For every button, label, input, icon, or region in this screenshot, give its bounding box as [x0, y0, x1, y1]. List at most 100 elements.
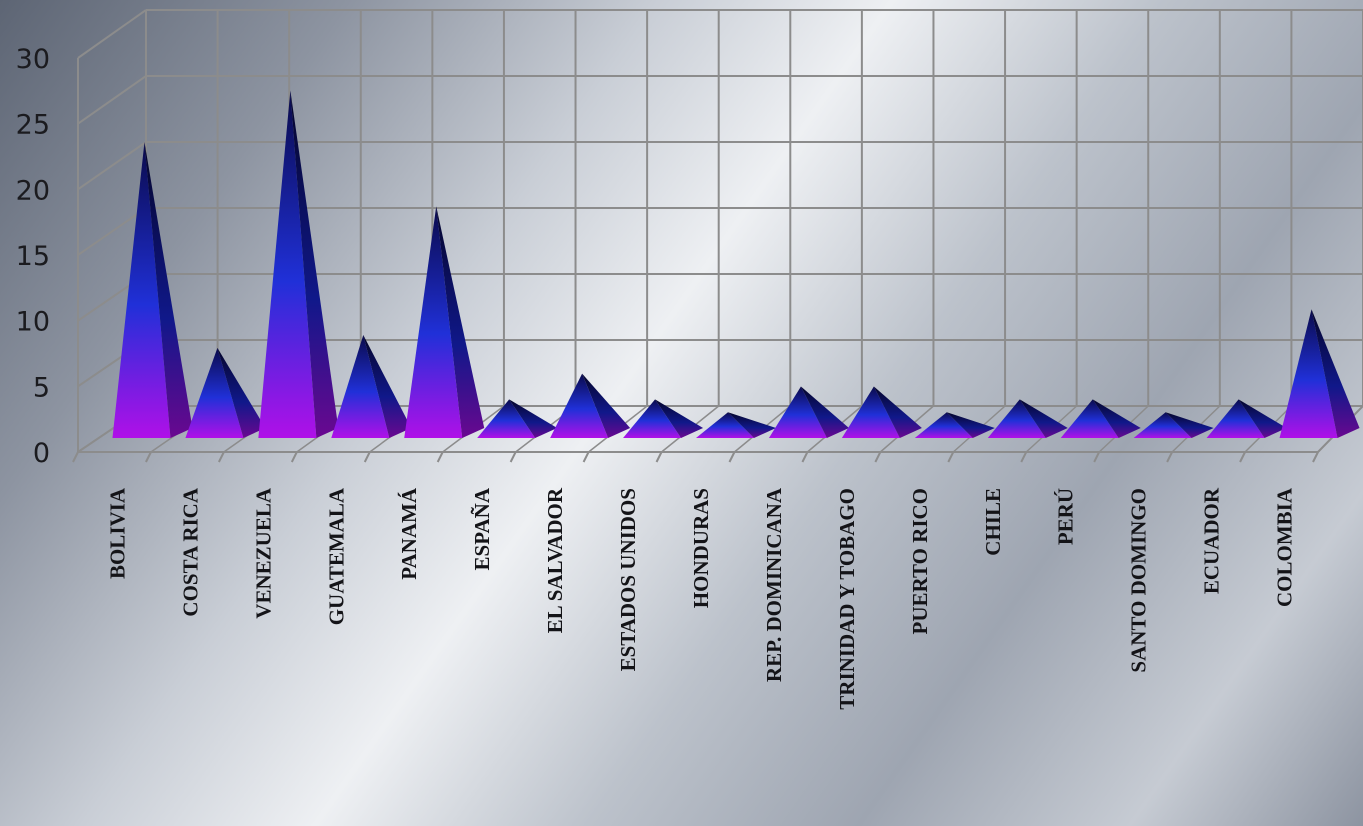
- bar-face-side: [436, 206, 485, 438]
- bar-rep-dominicana: [768, 386, 849, 438]
- bar-face-side: [946, 412, 995, 438]
- bar-face-side: [1238, 399, 1287, 438]
- x-tick: [874, 451, 882, 463]
- bar-face-front: [623, 399, 682, 438]
- category-label: PANAMÁ: [397, 487, 421, 580]
- x-tick: [72, 451, 79, 463]
- x-tick: [145, 451, 152, 463]
- x-tick: [947, 451, 955, 463]
- bar-face-front: [477, 399, 536, 438]
- bar-face-side: [873, 386, 922, 438]
- bar-estados-unidos: [623, 399, 704, 438]
- x-tick: [1166, 451, 1174, 463]
- label-layer: 0 5 10 15 20 25 30 BOLIVIA COSTA RICA VENEZUELA GU…: [16, 44, 1297, 710]
- x-tick: [655, 451, 663, 463]
- bar-face-side: [728, 412, 776, 438]
- bar-chile: [987, 399, 1068, 438]
- x-tick: [1020, 451, 1028, 463]
- bar-face-front: [331, 335, 390, 438]
- category-label: GUATEMALA: [324, 487, 348, 625]
- bar-espa-a: [477, 399, 558, 438]
- y-tick-label: 20: [16, 175, 50, 206]
- y-tick-label: 0: [33, 438, 50, 469]
- bar-face-side: [217, 347, 266, 438]
- category-label: PUERTO RICO: [908, 488, 932, 634]
- gridline-side: [77, 9, 147, 59]
- y-tick-label: 5: [33, 372, 50, 403]
- bar-face-side: [1092, 399, 1141, 438]
- y-tick-label: 25: [16, 110, 50, 141]
- bar-face-side: [1311, 309, 1360, 438]
- gridline-side: [77, 75, 147, 125]
- bar-el-salvador: [550, 373, 631, 438]
- gridline-side: [77, 207, 147, 256]
- bar-face-side: [509, 399, 558, 438]
- bar-face-front: [1206, 399, 1265, 438]
- bar-per-: [1060, 399, 1141, 438]
- bar-face-side: [144, 141, 193, 438]
- bar-ecuador: [1206, 399, 1287, 438]
- category-label: VENEZUELA: [251, 487, 275, 619]
- x-tick: [1093, 451, 1101, 463]
- bar-face-side: [363, 335, 412, 438]
- bar-santo-domingo: [1133, 412, 1214, 438]
- bar-venezuela: [258, 90, 339, 438]
- gridline-side: [77, 141, 147, 191]
- bar-face-front: [185, 347, 244, 438]
- y-tick-label: 15: [16, 241, 50, 272]
- category-label: BOLIVIA: [105, 487, 129, 579]
- x-tick: [436, 451, 444, 463]
- category-label: HONDURAS: [689, 488, 713, 608]
- category-label: ECUADOR: [1200, 487, 1224, 594]
- bar-face-front: [914, 412, 973, 438]
- category-label: EL SALVADOR: [543, 487, 567, 633]
- category-label: ESTADOS UNIDOS: [616, 488, 640, 671]
- bar-face-front: [768, 386, 827, 438]
- bar-face-front: [112, 141, 171, 438]
- bar-face-front: [550, 373, 609, 438]
- bar-face-front: [1133, 412, 1192, 438]
- category-label: SANTO DOMINGO: [1127, 488, 1151, 673]
- category-label: CHILE: [981, 488, 1005, 556]
- bar-panam-: [404, 206, 485, 438]
- x-tick: [290, 451, 298, 463]
- category-label: REP. DOMINICANA: [762, 487, 786, 682]
- bar-face-front: [404, 206, 463, 438]
- bar-face-side: [1019, 399, 1068, 438]
- category-label: PERÚ: [1054, 488, 1078, 545]
- bar-face-front: [258, 90, 317, 438]
- category-label: COLOMBIA: [1273, 487, 1297, 607]
- x-tick: [801, 451, 809, 463]
- x-tick: [582, 451, 590, 463]
- bar-colombia: [1279, 309, 1360, 438]
- bar-face-side: [582, 373, 631, 438]
- bar-face-side: [1165, 412, 1214, 438]
- bar-face-front: [696, 412, 754, 438]
- category-label: COSTA RICA: [178, 487, 202, 616]
- x-tick: [1239, 451, 1246, 463]
- category-label: TRINIDAD Y TOBAGO: [835, 488, 859, 710]
- category-label: ESPAÑA: [470, 487, 494, 570]
- axis-layer: [72, 405, 1363, 463]
- bar-guatemala: [331, 335, 412, 438]
- bar-layer: [112, 90, 1360, 438]
- bar-face-side: [655, 399, 704, 438]
- bar-face-front: [1279, 309, 1338, 438]
- bar-face-front: [987, 399, 1046, 438]
- bar-trinidad-y-tobago: [841, 386, 922, 438]
- x-tick: [363, 451, 371, 463]
- x-tick: [728, 451, 736, 463]
- grid-layer: [77, 9, 1363, 453]
- bar-face-side: [800, 386, 849, 438]
- bar-bolivia: [112, 141, 193, 438]
- x-tick: [1312, 451, 1319, 463]
- bar-face-side: [290, 90, 339, 438]
- bar-face-front: [841, 386, 900, 438]
- y-tick-label: 10: [16, 307, 50, 338]
- bar-face-front: [1060, 399, 1119, 438]
- bar-costa-rica: [185, 347, 266, 438]
- x-tick: [509, 451, 517, 463]
- bar-honduras: [696, 412, 776, 438]
